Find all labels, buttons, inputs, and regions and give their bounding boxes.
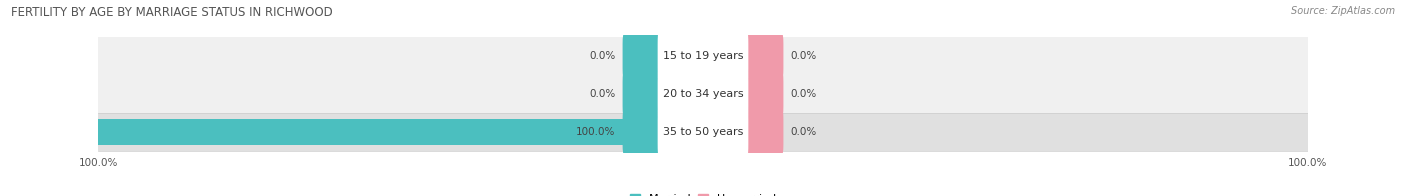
Text: 35 to 50 years: 35 to 50 years [662,127,744,137]
FancyBboxPatch shape [623,108,668,156]
FancyBboxPatch shape [738,70,783,118]
Text: 0.0%: 0.0% [790,51,817,61]
Bar [98,75,1308,113]
FancyBboxPatch shape [658,63,748,125]
FancyBboxPatch shape [658,25,748,87]
FancyBboxPatch shape [738,32,783,80]
Bar [98,113,1308,151]
Text: 0.0%: 0.0% [589,89,616,99]
Legend: Married, Unmarried: Married, Unmarried [626,189,780,196]
Text: 20 to 34 years: 20 to 34 years [662,89,744,99]
Bar [98,119,703,145]
Text: Source: ZipAtlas.com: Source: ZipAtlas.com [1291,6,1395,16]
FancyBboxPatch shape [623,32,668,80]
FancyBboxPatch shape [623,70,668,118]
FancyBboxPatch shape [738,108,783,156]
FancyBboxPatch shape [658,101,748,163]
Text: 0.0%: 0.0% [790,127,817,137]
Text: 0.0%: 0.0% [589,51,616,61]
Text: 15 to 19 years: 15 to 19 years [662,51,744,61]
Text: 100.0%: 100.0% [576,127,616,137]
Text: FERTILITY BY AGE BY MARRIAGE STATUS IN RICHWOOD: FERTILITY BY AGE BY MARRIAGE STATUS IN R… [11,6,333,19]
Text: 0.0%: 0.0% [790,89,817,99]
Bar [98,37,1308,75]
